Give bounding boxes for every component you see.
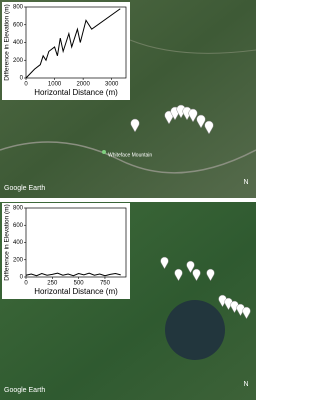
x-tick-label: 2000 [76,82,90,88]
x-tick-label: 3000 [105,82,119,88]
lake [165,300,225,360]
x-axis-label: Horizontal Distance (m) [34,287,118,296]
chart-background [2,2,130,100]
y-tick-label: 800 [13,5,24,11]
attribution: Google Earth [4,185,45,192]
north-label: N [243,179,248,186]
y-tick-label: 600 [13,223,24,229]
x-tick-label: 250 [47,281,58,287]
y-tick-label: 0 [20,275,24,281]
y-tick-label: 800 [13,206,24,212]
x-tick-label: 1000 [48,82,62,88]
north-label: N [243,381,248,388]
place-marker [102,150,106,154]
ridge [129,39,257,54]
line [25,8,121,79]
x-axis-label: Horizontal Distance (m) [34,88,118,97]
x-tick-label: 0 [24,281,28,287]
place-label: Whiteface Mountain [108,152,152,158]
y-tick-label: 0 [20,76,24,82]
y-tick-label: 400 [13,40,24,46]
y-tick-label: 200 [13,58,24,64]
y-tick-label: 200 [13,257,24,263]
road [0,141,257,174]
x-tick-label: 500 [74,281,85,287]
x-tick-label: 750 [100,281,111,287]
chart-background [2,203,130,299]
y-axis-label: Difference in Elevation (m) [4,4,11,80]
y-tick-label: 400 [13,240,24,246]
y-tick-label: 600 [13,22,24,28]
y-axis-label: Difference in Elevation (m) [4,204,11,280]
attribution: Google Earth [4,387,45,394]
line [25,272,121,277]
x-tick-label: 0 [24,82,28,88]
figure: Whiteface Mountain Google Earth N Google… [0,0,257,400]
